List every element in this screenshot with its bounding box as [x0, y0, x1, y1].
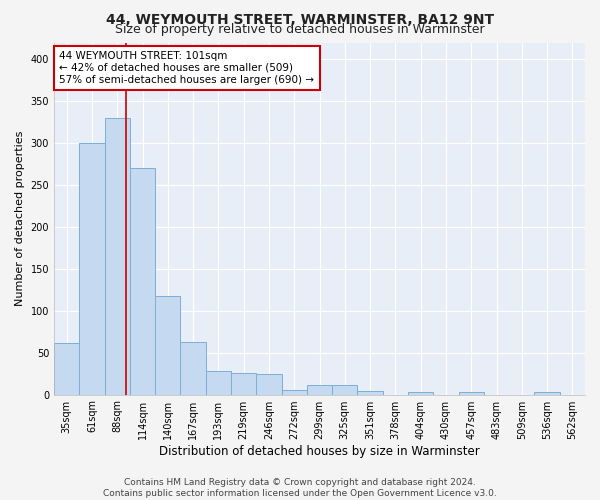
- Bar: [206, 371, 231, 394]
- Bar: [358, 391, 383, 394]
- Text: 44, WEYMOUTH STREET, WARMINSTER, BA12 9NT: 44, WEYMOUTH STREET, WARMINSTER, BA12 9N…: [106, 12, 494, 26]
- Bar: [181, 342, 206, 394]
- Text: Size of property relative to detached houses in Warminster: Size of property relative to detached ho…: [115, 22, 485, 36]
- Y-axis label: Number of detached properties: Number of detached properties: [15, 131, 25, 306]
- Bar: [231, 373, 256, 394]
- Bar: [256, 374, 281, 394]
- Bar: [408, 392, 433, 394]
- Bar: [307, 384, 332, 394]
- Bar: [104, 118, 130, 394]
- Bar: [332, 384, 358, 394]
- Bar: [155, 296, 181, 394]
- Bar: [281, 390, 307, 394]
- Bar: [458, 392, 484, 394]
- Bar: [54, 342, 79, 394]
- Text: 44 WEYMOUTH STREET: 101sqm
← 42% of detached houses are smaller (509)
57% of sem: 44 WEYMOUTH STREET: 101sqm ← 42% of deta…: [59, 52, 314, 84]
- Bar: [130, 168, 155, 394]
- X-axis label: Distribution of detached houses by size in Warminster: Distribution of detached houses by size …: [159, 444, 480, 458]
- Bar: [79, 143, 104, 395]
- Text: Contains HM Land Registry data © Crown copyright and database right 2024.
Contai: Contains HM Land Registry data © Crown c…: [103, 478, 497, 498]
- Bar: [535, 392, 560, 394]
